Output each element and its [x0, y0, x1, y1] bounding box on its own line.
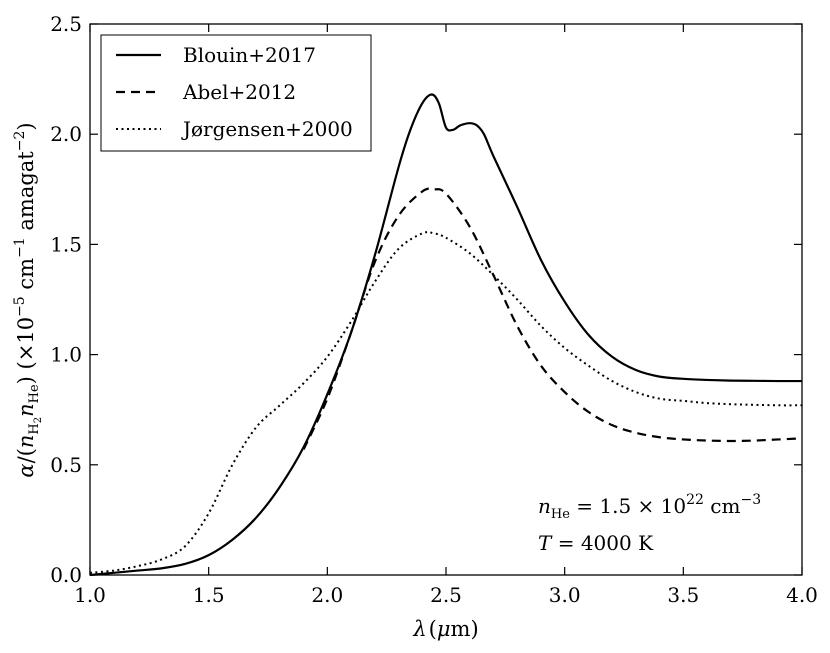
- x-tick-label: 1.5: [193, 583, 225, 607]
- y-axis-label: α/(nH2nHe) (×10−5 cm−1 amagat−2): [12, 122, 44, 477]
- y-tick-label: 1.5: [50, 232, 82, 256]
- x-tick-label: 4.0: [786, 583, 818, 607]
- series-layer: [89, 93, 803, 577]
- y-tick-label: 0.0: [50, 563, 82, 587]
- annotation-density: nHe = 1.5 × 1022 cm−3: [538, 492, 761, 522]
- y-tick-label: 1.0: [50, 343, 82, 367]
- legend-label-abel: Abel+2012: [182, 80, 296, 104]
- legend-label-jorgensen: Jørgensen+2000: [181, 117, 353, 141]
- series-line-dotted: [89, 231, 803, 574]
- y-tick-label: 2.5: [50, 12, 82, 36]
- x-tick-label: 3.0: [549, 583, 581, 607]
- x-tick-label: 2.5: [430, 583, 462, 607]
- tick-layer: 1.0 1.5 2.0 2.5 3.0 3.5 4.0 0.0 0.5 1.0 1.5 2.0 2.5: [50, 12, 818, 607]
- annotation-temperature: T = 4000 K: [538, 531, 654, 555]
- legend: Blouin+2017 Abel+2012 Jørgensen+2000: [100, 34, 372, 152]
- x-axis-label: λ(μm): [412, 617, 478, 641]
- x-tick-label: 2.0: [311, 583, 343, 607]
- series-line-solid: [89, 93, 803, 577]
- x-tick-label: 3.5: [667, 583, 699, 607]
- series-line-dashed: [302, 187, 803, 450]
- y-tick-label: 0.5: [50, 453, 82, 477]
- svg-text:α/(nH2nHe) (×10−5 cm−1 amagat−: α/(nH2nHe) (×10−5 cm−1 amagat−2): [12, 122, 44, 477]
- x-tick-label: 1.0: [74, 583, 106, 607]
- y-tick-label: 2.0: [50, 122, 82, 146]
- legend-label-blouin: Blouin+2017: [183, 43, 316, 67]
